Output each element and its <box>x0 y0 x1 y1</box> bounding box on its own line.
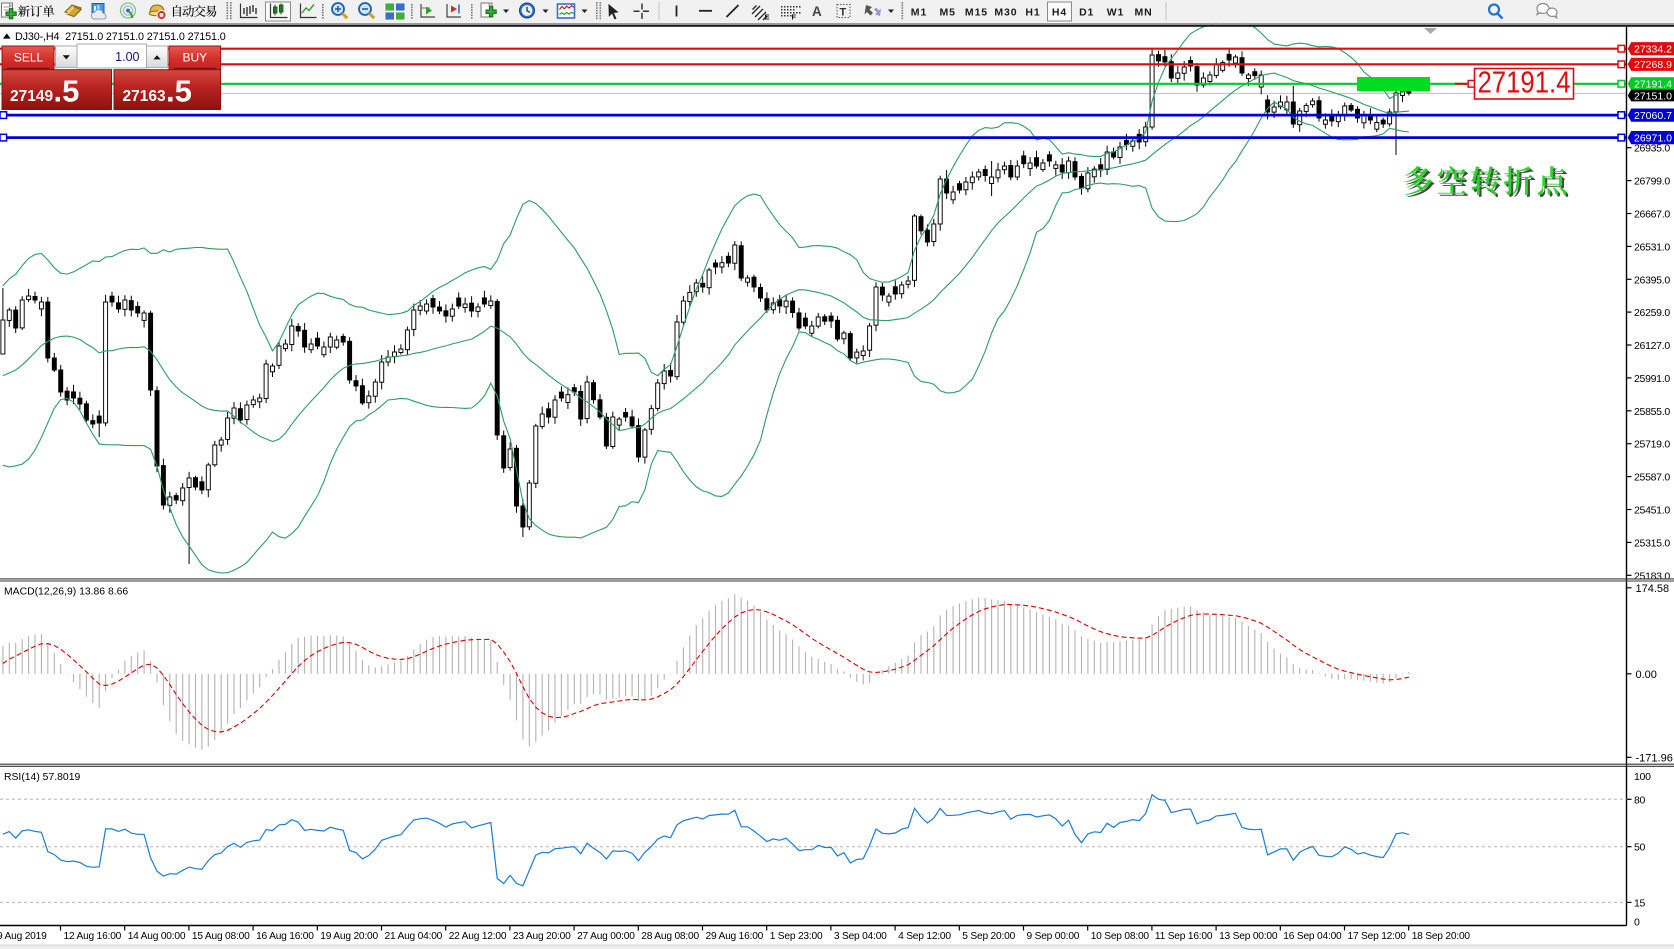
svg-text:4 Sep 12:00: 4 Sep 12:00 <box>898 931 951 942</box>
svg-text:28 Aug 08:00: 28 Aug 08:00 <box>641 931 699 942</box>
svg-text:.5: .5 <box>166 74 192 109</box>
svg-text:1.00: 1.00 <box>115 50 139 64</box>
svg-text:MN: MN <box>1135 7 1153 19</box>
svg-text:14 Aug 00:00: 14 Aug 00:00 <box>128 931 186 942</box>
svg-text:D1: D1 <box>1079 7 1094 19</box>
svg-text:100: 100 <box>1634 771 1651 783</box>
svg-text:H4: H4 <box>1052 7 1067 19</box>
svg-text:F: F <box>792 13 797 22</box>
svg-text:27151.0: 27151.0 <box>1634 90 1672 102</box>
svg-text:1 Sep 23:00: 1 Sep 23:00 <box>770 931 823 942</box>
svg-text:H1: H1 <box>1025 7 1040 19</box>
svg-text:T: T <box>840 7 847 19</box>
svg-text:17 Sep 12:00: 17 Sep 12:00 <box>1348 931 1407 942</box>
svg-text:11 Sep 16:00: 11 Sep 16:00 <box>1155 931 1213 942</box>
svg-text:.5: .5 <box>54 74 80 109</box>
svg-text:27163: 27163 <box>123 88 166 105</box>
svg-text:19 Aug 20:00: 19 Aug 20:00 <box>320 931 378 942</box>
svg-text:13 Sep 00:00: 13 Sep 00:00 <box>1219 931 1278 942</box>
svg-text:25719.0: 25719.0 <box>1634 439 1670 451</box>
svg-text:26395.0: 26395.0 <box>1634 274 1670 286</box>
svg-text:SELL: SELL <box>14 50 44 64</box>
svg-text:25451.0: 25451.0 <box>1634 505 1670 517</box>
svg-text:22 Aug 12:00: 22 Aug 12:00 <box>449 931 507 942</box>
svg-text:9 Aug 2019: 9 Aug 2019 <box>0 931 47 942</box>
svg-text:DJ30-,H4 27151.0 27151.0 2715: DJ30-,H4 27151.0 27151.0 27151.0 27151.0 <box>15 31 226 43</box>
svg-text:-171.96: -171.96 <box>1636 752 1673 764</box>
svg-text:E: E <box>765 13 770 22</box>
svg-text:80: 80 <box>1634 794 1646 806</box>
svg-text:23 Aug 20:00: 23 Aug 20:00 <box>513 931 571 942</box>
svg-text:0.00: 0.00 <box>1636 669 1657 681</box>
svg-text:27060.7: 27060.7 <box>1634 110 1672 122</box>
svg-text:25991.0: 25991.0 <box>1634 373 1670 385</box>
svg-text:M1: M1 <box>911 7 927 19</box>
svg-text:26799.0: 26799.0 <box>1634 176 1670 188</box>
svg-text:M5: M5 <box>940 7 956 19</box>
svg-text:A: A <box>812 4 822 19</box>
svg-text:12 Aug 16:00: 12 Aug 16:00 <box>64 931 122 942</box>
svg-text:26971.0: 26971.0 <box>1634 132 1672 144</box>
svg-text:10 Sep 08:00: 10 Sep 08:00 <box>1091 931 1150 942</box>
svg-text:29 Aug 16:00: 29 Aug 16:00 <box>706 931 764 942</box>
svg-text:16 Sep 04:00: 16 Sep 04:00 <box>1283 931 1342 942</box>
svg-text:27334.2: 27334.2 <box>1634 44 1672 56</box>
svg-text:26259.0: 26259.0 <box>1634 307 1670 319</box>
svg-text:25315.0: 25315.0 <box>1634 537 1670 549</box>
svg-text:9 Sep 00:00: 9 Sep 00:00 <box>1027 931 1080 942</box>
svg-text:27 Aug 00:00: 27 Aug 00:00 <box>577 931 635 942</box>
svg-text:MACD(12,26,9) 13.86 8.66: MACD(12,26,9) 13.86 8.66 <box>4 587 128 598</box>
svg-text:27191.4: 27191.4 <box>1478 66 1571 100</box>
svg-text:21 Aug 04:00: 21 Aug 04:00 <box>385 931 443 942</box>
svg-text:26935.0: 26935.0 <box>1634 143 1670 155</box>
svg-text:15: 15 <box>1634 897 1646 909</box>
svg-text:27268.9: 27268.9 <box>1634 59 1672 71</box>
svg-text:15 Aug 08:00: 15 Aug 08:00 <box>192 931 250 942</box>
svg-text:25587.0: 25587.0 <box>1634 472 1670 484</box>
svg-text:16 Aug 16:00: 16 Aug 16:00 <box>256 931 314 942</box>
svg-text:BUY: BUY <box>182 50 207 64</box>
svg-text:50: 50 <box>1634 842 1646 854</box>
svg-text:W1: W1 <box>1107 7 1125 19</box>
svg-text:5 Sep 20:00: 5 Sep 20:00 <box>962 931 1015 942</box>
svg-text:0: 0 <box>1634 917 1640 929</box>
svg-text:27191.4: 27191.4 <box>1634 79 1672 91</box>
svg-text:18 Sep 20:00: 18 Sep 20:00 <box>1412 931 1471 942</box>
svg-text:M15: M15 <box>965 7 988 19</box>
svg-text:27149: 27149 <box>10 88 53 105</box>
svg-text:RSI(14) 57.8019: RSI(14) 57.8019 <box>4 772 80 783</box>
svg-text:M30: M30 <box>994 7 1017 19</box>
svg-text:174.58: 174.58 <box>1636 583 1670 595</box>
svg-text:26531.0: 26531.0 <box>1634 241 1670 253</box>
svg-text:26667.0: 26667.0 <box>1634 209 1670 221</box>
svg-text:26127.0: 26127.0 <box>1634 340 1670 352</box>
svg-text:3 Sep 04:00: 3 Sep 04:00 <box>834 931 887 942</box>
svg-text:25855.0: 25855.0 <box>1634 406 1670 418</box>
